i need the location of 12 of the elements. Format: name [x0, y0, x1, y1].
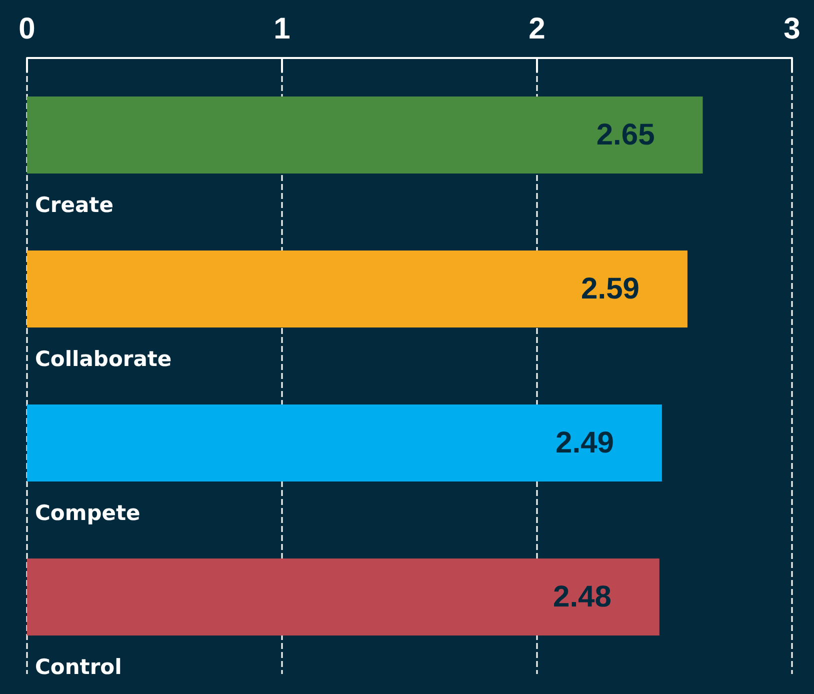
- y-tick-label: Compete: [35, 501, 140, 525]
- data-label: 2.59: [581, 272, 640, 306]
- y-tick-label: Collaborate: [35, 347, 172, 371]
- x-tick-label: 2: [528, 12, 546, 46]
- x-tick-label: 3: [784, 12, 800, 46]
- x-tick-label: 1: [274, 12, 290, 46]
- data-label: 2.49: [556, 426, 614, 460]
- data-label: 2.65: [596, 118, 655, 152]
- y-tick-label: Create: [35, 193, 114, 217]
- x-tick-label: 0: [18, 12, 36, 46]
- data-label: 2.48: [553, 580, 612, 614]
- y-tick-label: Control: [35, 655, 122, 679]
